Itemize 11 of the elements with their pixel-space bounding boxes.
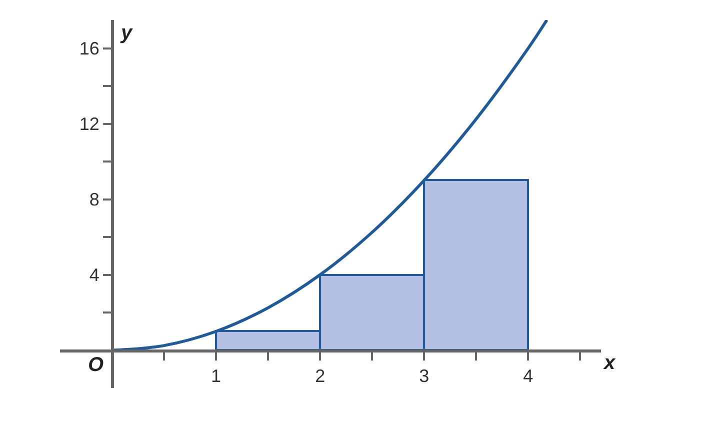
x-axis-title: x [603, 352, 616, 374]
x-tick-label: 3 [419, 366, 430, 386]
x-tick-label: 2 [315, 366, 326, 386]
y-tick-label: 12 [79, 114, 100, 134]
x-tick-label: 1 [211, 366, 222, 386]
annotation: O [88, 354, 104, 376]
y-tick-label: 4 [89, 265, 100, 286]
y-axis-title: y [120, 22, 133, 44]
y-tick-label: 8 [89, 190, 100, 210]
y-tick-label: 16 [79, 38, 100, 59]
x-tick-label: 4 [523, 366, 534, 386]
